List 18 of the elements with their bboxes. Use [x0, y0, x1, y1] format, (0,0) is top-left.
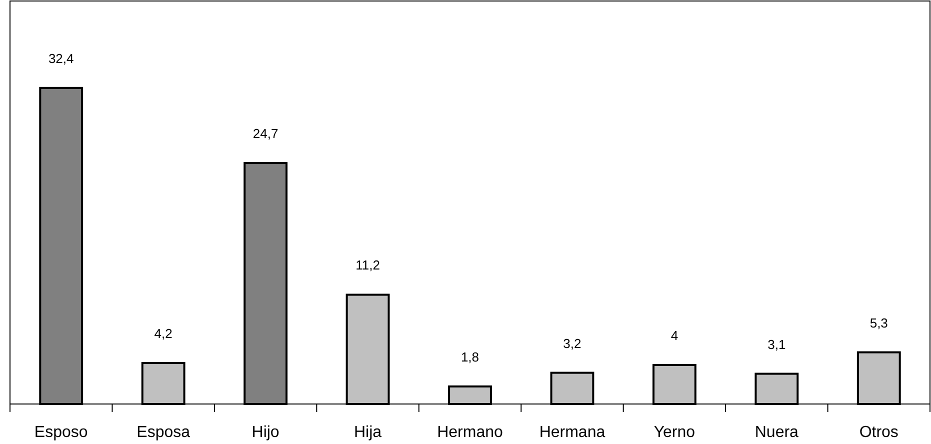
data-label: 4,2 — [154, 326, 172, 342]
data-label: 32,4 — [48, 50, 74, 66]
data-label: 4 — [670, 328, 678, 343]
data-label: 3,1 — [768, 336, 786, 352]
x-tick-label: Nuera — [754, 424, 799, 441]
data-label: 24,7 — [252, 126, 278, 142]
data-label: 11,2 — [356, 258, 380, 273]
x-tick-label: Hermana — [539, 424, 606, 441]
x-tick-label: Hija — [354, 424, 382, 441]
data-label: 1,8 — [460, 349, 480, 364]
data-label: 3,2 — [563, 336, 582, 351]
x-tick-label: Otros — [859, 424, 898, 441]
x-tick-label: Yerno — [654, 424, 696, 441]
x-tick-label: Hijo — [252, 424, 280, 441]
x-tick-label: Hermano — [437, 424, 503, 441]
x-tick-label: Esposo — [34, 424, 88, 441]
x-tick-label: Esposa — [136, 424, 190, 441]
data-label: 5,3 — [870, 315, 888, 330]
